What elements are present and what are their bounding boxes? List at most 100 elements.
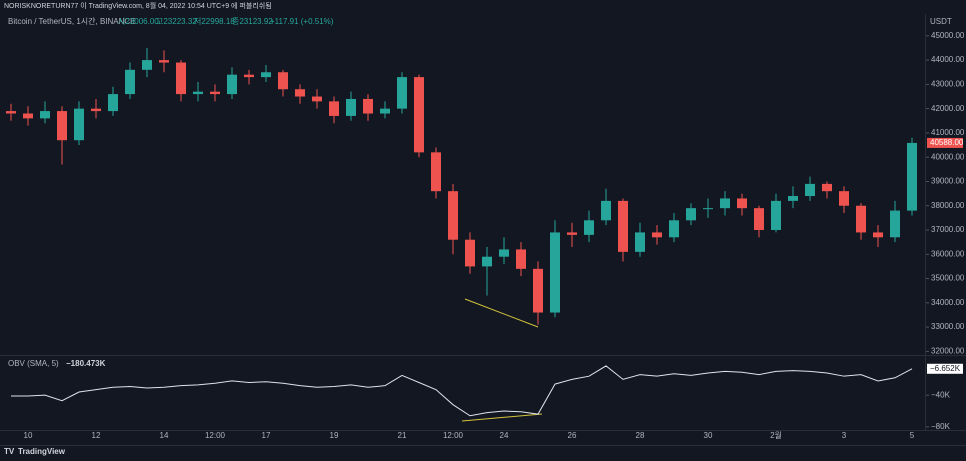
candle-body bbox=[618, 200, 628, 252]
candle-body bbox=[176, 62, 186, 95]
candle-body bbox=[839, 191, 849, 206]
y-tick-label: −40K bbox=[931, 390, 951, 399]
candle-body bbox=[431, 152, 441, 192]
candle-body bbox=[227, 74, 237, 95]
candle-body bbox=[159, 60, 169, 63]
y-tick-label: 40000.00 bbox=[931, 152, 965, 161]
y-tick-label: 33000.00 bbox=[931, 322, 965, 331]
y-tick-label: 34000.00 bbox=[931, 298, 965, 307]
candle-body bbox=[771, 200, 781, 231]
candle-body bbox=[907, 142, 917, 211]
candle-body bbox=[91, 108, 101, 112]
x-tick-label: 26 bbox=[568, 431, 577, 440]
candle-body bbox=[380, 108, 390, 114]
candle-body bbox=[329, 101, 339, 116]
candle-body bbox=[669, 220, 679, 238]
candle-body bbox=[57, 111, 67, 141]
candle-body bbox=[822, 183, 832, 192]
candle-body bbox=[584, 220, 594, 235]
x-tick-label: 10 bbox=[24, 431, 33, 440]
candle-body bbox=[278, 72, 288, 90]
last-price-box bbox=[927, 137, 963, 148]
candle-body bbox=[737, 198, 747, 209]
x-tick-label: 28 bbox=[636, 431, 645, 440]
candle-body bbox=[601, 200, 611, 221]
candle-body bbox=[499, 249, 509, 257]
x-tick-label: 24 bbox=[500, 431, 509, 440]
x-tick-label: 21 bbox=[398, 431, 407, 440]
candle-body bbox=[210, 91, 220, 95]
candle-body bbox=[193, 91, 203, 95]
y-tick-label: 36000.00 bbox=[931, 249, 965, 258]
symbol-title: Bitcoin / TetherUS, 1시간, BINANCE bbox=[8, 16, 136, 26]
obv-line bbox=[11, 365, 913, 417]
x-tick-label: 12:00 bbox=[443, 431, 464, 440]
candle-body bbox=[414, 77, 424, 153]
trendline bbox=[461, 413, 543, 422]
y-tick-label: 32000.00 bbox=[931, 346, 965, 355]
x-tick-label: 3 bbox=[842, 431, 847, 440]
candle-body bbox=[295, 89, 305, 97]
y-tick-label: 37000.00 bbox=[931, 225, 965, 234]
logo-icon: TV bbox=[4, 447, 15, 456]
ohlc-value: 종23123.92 bbox=[232, 17, 273, 26]
candle-body bbox=[856, 205, 866, 233]
last-price-label: 40588.00 bbox=[930, 138, 964, 147]
candle-body bbox=[805, 183, 815, 197]
ohlc-legend: 시23006.00고23223.32저22998.18종23123.92+117… bbox=[118, 17, 334, 26]
candle-body bbox=[533, 268, 543, 313]
candle-body bbox=[686, 208, 696, 221]
last-value-label: −6.652K bbox=[930, 364, 961, 373]
x-tick-label: 2월 bbox=[770, 430, 782, 440]
candle-body bbox=[754, 208, 764, 231]
candle-body bbox=[550, 232, 560, 313]
currency: USDT bbox=[930, 17, 952, 26]
x-tick-label: 30 bbox=[704, 431, 713, 440]
candle-body bbox=[720, 198, 730, 209]
candle-body bbox=[363, 98, 373, 114]
candle-body bbox=[125, 69, 135, 95]
ohlc-value: 시23006.00 bbox=[118, 17, 159, 26]
trendline bbox=[464, 298, 539, 328]
candle-body bbox=[23, 113, 33, 119]
ohlc-value: 고23223.32 bbox=[156, 17, 197, 26]
publisher: NORISKNORETURN77 이 TradingView.com, 8월 0… bbox=[4, 1, 272, 10]
last-value-box bbox=[927, 363, 963, 374]
candle-body bbox=[142, 60, 152, 70]
y-tick-label: 43000.00 bbox=[931, 79, 965, 88]
y-tick-label: 39000.00 bbox=[931, 177, 965, 186]
candle-body bbox=[635, 232, 645, 252]
y-tick-label: 35000.00 bbox=[931, 274, 965, 283]
y-tick-label: 45000.00 bbox=[931, 31, 965, 40]
obv-legend-value: −180.473K bbox=[66, 359, 106, 368]
candle-body bbox=[890, 210, 900, 238]
candle-body bbox=[346, 98, 356, 116]
y-tick-label: 42000.00 bbox=[931, 104, 965, 113]
x-tick-label: 12 bbox=[92, 431, 101, 440]
x-tick-label: 19 bbox=[330, 431, 339, 440]
candle-body bbox=[397, 77, 407, 109]
candle-body bbox=[244, 74, 254, 78]
y-tick-label: 44000.00 bbox=[931, 55, 965, 64]
candle-body bbox=[40, 111, 50, 119]
y-tick-label: 41000.00 bbox=[931, 128, 965, 137]
candle-body bbox=[482, 256, 492, 267]
x-tick-label: 5 bbox=[910, 431, 915, 440]
x-tick-label: 17 bbox=[262, 431, 271, 440]
ohlc-value: 저22998.18 bbox=[194, 17, 235, 26]
candle-body bbox=[567, 232, 577, 235]
candle-body bbox=[108, 94, 118, 112]
footer-logo: TradingView bbox=[18, 447, 66, 456]
candle-body bbox=[74, 108, 84, 141]
candle-body bbox=[652, 232, 662, 238]
candle-body bbox=[788, 196, 798, 201]
y-tick-label: 38000.00 bbox=[931, 201, 965, 210]
candle-body bbox=[261, 72, 271, 78]
ohlc-value: +117.91 (+0.51%) bbox=[270, 17, 334, 26]
candle-body bbox=[516, 249, 526, 269]
candle-body bbox=[448, 191, 458, 240]
candle-body bbox=[873, 232, 883, 238]
candle-body bbox=[6, 111, 16, 114]
